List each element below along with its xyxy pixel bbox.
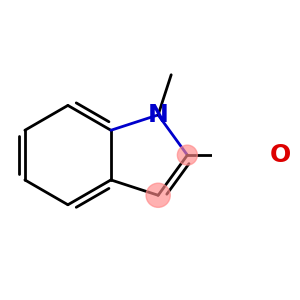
Text: N: N (148, 103, 169, 127)
Circle shape (146, 183, 170, 207)
Circle shape (177, 145, 197, 165)
Text: O: O (270, 143, 291, 167)
